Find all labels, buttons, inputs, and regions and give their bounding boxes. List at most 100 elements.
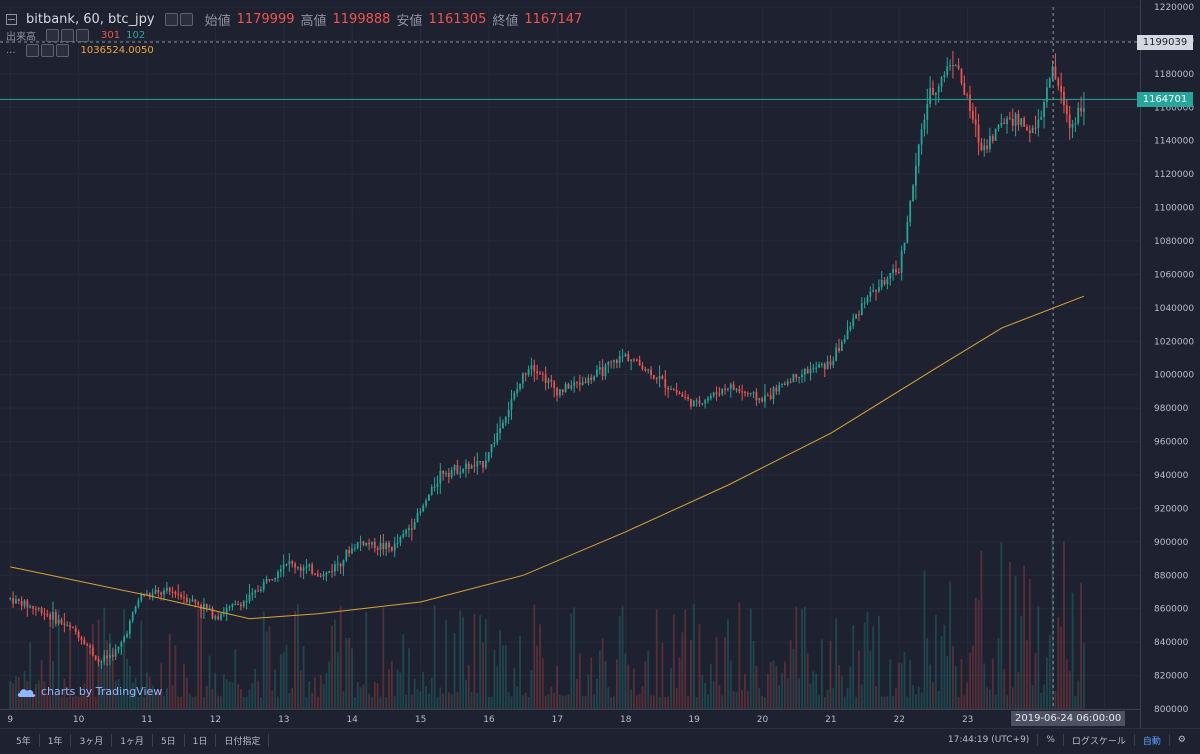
high-value: 1199888 xyxy=(332,11,391,27)
candle-body xyxy=(35,608,37,610)
candle-body xyxy=(983,145,986,150)
volume-bar xyxy=(91,624,94,709)
volume-bar xyxy=(872,626,875,709)
candle-body xyxy=(80,637,83,640)
range-1y[interactable]: 1年 xyxy=(40,733,72,747)
eye-icon[interactable] xyxy=(164,12,178,26)
volume-bar xyxy=(906,696,909,709)
volume-bar xyxy=(886,696,889,709)
volume-bar xyxy=(513,667,516,709)
range-3m[interactable]: 3ヶ月 xyxy=(71,733,113,747)
volume-bar xyxy=(724,637,726,709)
close-icon[interactable] xyxy=(55,44,69,57)
candle-body xyxy=(803,369,806,375)
candle-body xyxy=(1060,85,1063,92)
volume-bar xyxy=(1014,575,1017,709)
volume-bar xyxy=(148,676,151,709)
candle-body xyxy=(205,603,208,609)
range-custom[interactable]: 日付指定 xyxy=(216,733,270,747)
volume-bar xyxy=(587,674,590,709)
candle-body xyxy=(131,612,134,621)
volume-bar xyxy=(1051,529,1054,709)
volume-bar xyxy=(883,696,886,709)
volume-bar xyxy=(120,695,123,709)
candle-body xyxy=(923,119,926,130)
volume-bar xyxy=(889,659,892,709)
volume-bar xyxy=(385,696,388,709)
eye-icon[interactable] xyxy=(25,44,39,57)
volume-bar xyxy=(362,684,365,709)
candle-body xyxy=(325,572,328,575)
gear-icon[interactable]: ⚙ xyxy=(1177,735,1186,745)
tradingview-watermark[interactable]: charts by TradingView xyxy=(16,685,162,698)
volume-bar xyxy=(396,669,399,709)
eye-icon[interactable] xyxy=(46,29,59,42)
volume-bar xyxy=(245,696,248,709)
log-scale-toggle[interactable]: ログスケール xyxy=(1071,736,1126,747)
candle-body xyxy=(208,608,211,610)
candle-body xyxy=(667,387,670,390)
candle-body xyxy=(436,483,439,487)
candle-body xyxy=(573,382,576,386)
x-tick-label: 11 xyxy=(141,715,152,725)
collapse-icon[interactable] xyxy=(6,13,17,25)
candle-body xyxy=(77,631,80,638)
candle-body xyxy=(305,566,308,568)
y-tick-label: 1100000 xyxy=(1154,204,1194,214)
candle-body xyxy=(342,560,345,567)
volume-bar xyxy=(966,682,969,709)
candle-body xyxy=(408,528,410,531)
candle-body xyxy=(183,597,185,599)
candle-body xyxy=(880,279,883,288)
auto-scale-toggle[interactable]: 自動 xyxy=(1142,736,1161,747)
ma-label[interactable]: ... xyxy=(6,45,16,56)
candle-body xyxy=(268,579,271,581)
candle-body xyxy=(795,374,798,378)
candle-body xyxy=(106,655,108,659)
candle-body xyxy=(832,360,835,365)
volume-label[interactable]: 出来高 xyxy=(6,32,36,43)
volume-bar xyxy=(698,624,701,709)
volume-bar xyxy=(1028,579,1031,709)
volume-bar xyxy=(482,642,484,709)
volume-bar xyxy=(106,640,108,709)
candle-body xyxy=(821,364,823,366)
percent-toggle[interactable]: % xyxy=(1046,735,1055,745)
volume-bar xyxy=(926,638,929,709)
volume-bar xyxy=(1003,668,1006,709)
settings-small-icon[interactable] xyxy=(179,12,193,26)
candle-body xyxy=(114,649,117,657)
candle-body xyxy=(231,604,234,607)
volume-bar xyxy=(915,694,917,709)
volume-bar xyxy=(909,659,912,709)
volume-bar xyxy=(644,661,647,709)
range-1d[interactable]: 1日 xyxy=(185,733,217,747)
volume-bar xyxy=(954,666,957,709)
volume-bar xyxy=(781,672,783,709)
volume-bar xyxy=(433,605,436,709)
candle-body xyxy=(1020,118,1023,125)
range-5y[interactable]: 5年 xyxy=(8,733,40,747)
symbol-label[interactable]: bitbank, 60, btc_jpy xyxy=(26,11,155,27)
candle-body xyxy=(852,318,855,326)
bottom-toolbar: 5年 1年 3ヶ月 1ヶ月 5日 1日 日付指定 17:44:19 (UTC+9… xyxy=(0,728,1200,751)
range-5d[interactable]: 5日 xyxy=(153,733,185,747)
volume-bar xyxy=(146,672,148,709)
candle-body xyxy=(57,619,60,624)
candle-body xyxy=(359,541,362,543)
candle-body xyxy=(151,593,154,596)
candle-body xyxy=(163,590,165,595)
settings-small-icon[interactable] xyxy=(61,29,74,42)
volume-bar xyxy=(128,665,131,709)
candle-body xyxy=(484,460,487,468)
volume-bar xyxy=(74,695,77,709)
volume-bar xyxy=(849,666,852,709)
clock-display[interactable]: 17:44:19 (UTC+9) xyxy=(947,735,1030,745)
volume-bar xyxy=(322,683,325,709)
range-1m[interactable]: 1ヶ月 xyxy=(112,733,153,747)
candle-body xyxy=(439,470,442,484)
candle-body xyxy=(709,395,712,399)
close-icon[interactable] xyxy=(76,29,89,42)
settings-small-icon[interactable] xyxy=(40,44,54,57)
